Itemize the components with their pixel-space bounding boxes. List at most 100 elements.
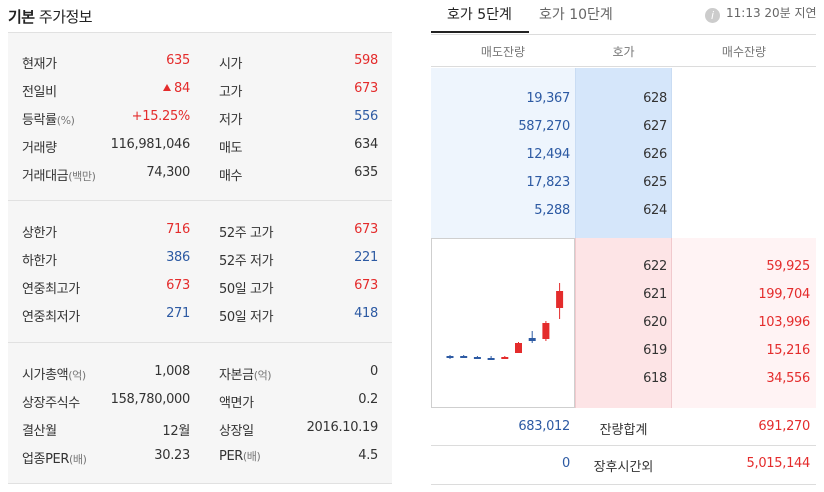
value-trade-value: 74,300: [146, 165, 190, 180]
candle-body: [473, 357, 481, 359]
value-high: 673: [354, 81, 378, 96]
total-bid-volume: 691,270: [758, 419, 810, 434]
row-divider: [431, 445, 816, 446]
label-lower-limit: 하한가: [22, 254, 57, 269]
tab-5-levels[interactable]: 호가 5단계: [447, 7, 512, 23]
label-ask: 매도: [219, 141, 243, 156]
value-open: 598: [354, 53, 378, 68]
ask-price[interactable]: 625: [643, 175, 667, 190]
label-year-high: 연중최고가: [22, 282, 80, 297]
candle-body: [542, 323, 550, 339]
ask-price[interactable]: 628: [643, 91, 667, 106]
value-shares-listed: 158,780,000: [110, 392, 191, 407]
label-per: PER(배): [219, 449, 261, 464]
ask-volume: 17,823: [526, 175, 570, 190]
label-volume: 거래량: [22, 141, 57, 156]
value-change: 84: [163, 81, 190, 96]
label-capital: 자본금(억): [219, 368, 272, 383]
bid-volume: 34,556: [766, 371, 810, 386]
label-par-value: 액면가: [219, 396, 254, 411]
value-par-value: 0.2: [358, 392, 378, 407]
bid-price[interactable]: 622: [643, 259, 667, 274]
value-50d-high: 673: [354, 278, 378, 293]
bid-volume: 59,925: [766, 259, 810, 274]
value-ask: 634: [354, 137, 378, 152]
ask-price[interactable]: 624: [643, 203, 667, 218]
ask-volume: 19,367: [526, 91, 570, 106]
up-arrow-icon: [163, 84, 172, 91]
value-current-price: 635: [166, 53, 190, 68]
value-52w-high: 673: [354, 222, 378, 237]
section-divider: [8, 342, 392, 343]
bid-volume-column: [672, 238, 816, 408]
candle-body: [487, 358, 495, 360]
bid-price[interactable]: 618: [643, 371, 667, 386]
ask-price[interactable]: 626: [643, 147, 667, 162]
label-shares-listed: 상장주식수: [22, 396, 80, 411]
ask-volume: 587,270: [518, 119, 570, 134]
header-sell-volume: 매도잔량: [480, 45, 526, 59]
label-year-low: 연중최저가: [22, 310, 80, 325]
value-change-rate: +15.25%: [131, 109, 191, 124]
tab-10-levels[interactable]: 호가 10단계: [539, 7, 613, 23]
label-52w-low: 52주 저가: [219, 254, 274, 269]
stock-info-table: [8, 32, 392, 484]
bid-price-column: [575, 238, 672, 408]
stock-info-panel: 기본 주가정보 현재가 635 전일비 84 등락률(%) +15.25% 거래…: [0, 0, 392, 492]
value-upper-limit: 716: [166, 222, 190, 237]
orderbook-header: 매도잔량 호가 매수잔량: [431, 34, 816, 67]
value-market-cap: 1,008: [154, 364, 190, 379]
label-market-cap: 시가총액(억): [22, 368, 86, 383]
value-50d-low: 418: [354, 306, 378, 321]
value-fiscal-month: 12월: [162, 424, 190, 439]
stock-info-title: 기본 주가정보: [8, 8, 93, 26]
section-divider: [8, 200, 392, 201]
after-hours-bid-volume: 5,015,144: [746, 456, 811, 471]
label-open: 시가: [219, 57, 243, 72]
value-listing-date: 2016.10.19: [306, 420, 379, 435]
bid-volume: 15,216: [766, 343, 810, 358]
candle-body: [556, 291, 564, 308]
ask-price-column: [575, 68, 672, 238]
after-hours-label: 장후시간외: [593, 460, 654, 475]
value-capital: 0: [370, 364, 378, 379]
candle-body: [460, 356, 468, 358]
value-sector-per: 30.23: [154, 448, 190, 463]
label-change-rate: 등락률(%): [22, 113, 75, 128]
ask-price[interactable]: 627: [643, 119, 667, 134]
candle-body: [528, 338, 536, 341]
header-price: 호가: [612, 45, 635, 59]
label-change: 전일비: [22, 85, 57, 100]
bid-price[interactable]: 621: [643, 287, 667, 302]
after-hours-ask-volume: 0: [562, 456, 570, 471]
value-per: 4.5: [358, 448, 378, 463]
info-icon[interactable]: i: [705, 8, 720, 23]
value-year-low: 271: [166, 306, 190, 321]
bid-volume: 199,704: [758, 287, 810, 302]
label-upper-limit: 상한가: [22, 226, 57, 241]
label-fiscal-month: 결산월: [22, 424, 57, 439]
value-low: 556: [354, 109, 378, 124]
label-bid: 매수: [219, 169, 243, 184]
label-sector-per: 업종PER(배): [22, 452, 87, 467]
label-listing-date: 상장일: [219, 424, 254, 439]
candle-body: [515, 343, 522, 353]
value-year-high: 673: [166, 278, 190, 293]
label-low: 저가: [219, 113, 243, 128]
label-50d-high: 50일 고가: [219, 282, 274, 297]
value-52w-low: 221: [354, 250, 378, 265]
header-buy-volume: 매수잔량: [721, 45, 767, 59]
label-current-price: 현재가: [22, 57, 57, 72]
total-ask-volume: 683,012: [518, 419, 570, 434]
bid-price[interactable]: 619: [643, 343, 667, 358]
delay-info: i 11:13 20분 지연: [705, 4, 817, 23]
ask-volume: 12,494: [526, 147, 570, 162]
candle-chart-svg: [446, 283, 564, 360]
bid-price[interactable]: 620: [643, 315, 667, 330]
candle-body: [446, 356, 454, 358]
label-trade-value: 거래대금(백만): [22, 169, 96, 184]
mini-candle-chart: [431, 238, 575, 408]
bid-volume: 103,996: [758, 315, 810, 330]
ask-volume: 5,288: [534, 203, 570, 218]
value-volume: 116,981,046: [110, 137, 191, 152]
